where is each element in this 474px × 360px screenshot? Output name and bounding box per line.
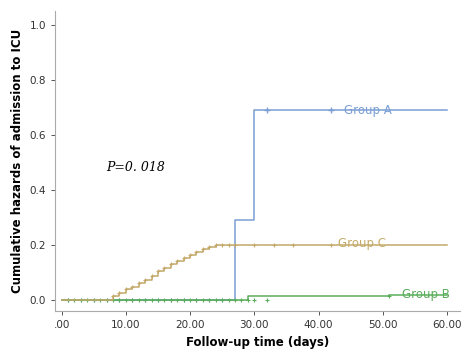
Text: Group A: Group A bbox=[344, 104, 392, 117]
Text: Group C: Group C bbox=[338, 237, 386, 250]
Y-axis label: Cumulative hazards of admission to ICU: Cumulative hazards of admission to ICU bbox=[11, 29, 24, 293]
Text: Group B: Group B bbox=[402, 288, 450, 301]
Text: P=0. 018: P=0. 018 bbox=[107, 161, 165, 174]
X-axis label: Follow-up time (days): Follow-up time (days) bbox=[186, 336, 329, 349]
